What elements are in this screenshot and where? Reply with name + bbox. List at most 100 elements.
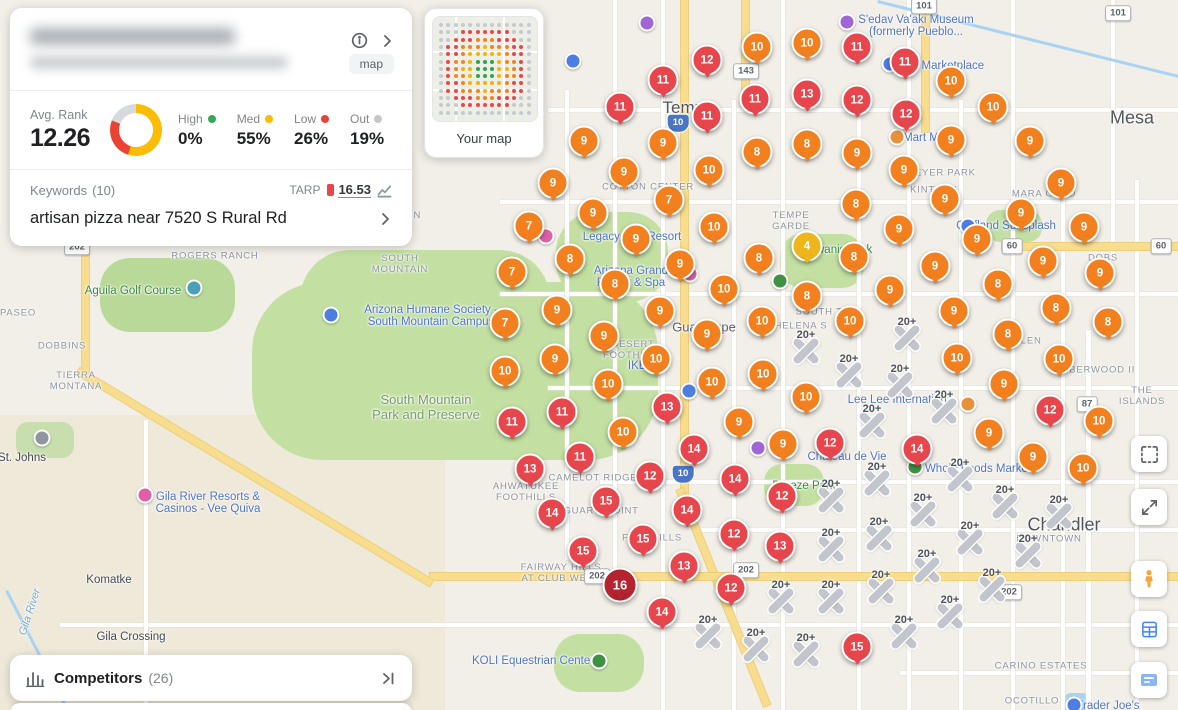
rank-pin[interactable]: 9 [938,295,970,327]
street-view-button[interactable] [1131,561,1167,597]
rank-pin-20plus[interactable]: 20+ [1013,533,1043,570]
rank-pin[interactable]: 9 [1068,211,1100,243]
rank-pin-20plus[interactable]: 20+ [912,548,942,585]
rank-pin[interactable]: 8 [838,241,870,273]
rank-pin-20plus[interactable]: 20+ [741,627,771,664]
rank-pin[interactable]: 9 [1084,257,1116,289]
rank-pin[interactable]: 7 [653,184,685,216]
rank-pin[interactable]: 9 [568,125,600,157]
competitors-expand-icon[interactable] [381,671,396,686]
rank-pin[interactable]: 9 [1027,245,1059,277]
rank-pin-20plus[interactable]: 20+ [816,527,846,564]
rank-pin[interactable]: 15 [841,631,873,663]
export-report-button[interactable] [1131,662,1167,698]
rank-pin[interactable]: 10 [489,355,521,387]
rank-pin[interactable]: 7 [513,210,545,242]
rank-pin[interactable]: 8 [791,128,823,160]
rank-pin-20plus[interactable]: 20+ [857,403,887,440]
rank-pin[interactable]: 9 [841,137,873,169]
rank-pin[interactable]: 8 [1040,292,1072,324]
rank-pin[interactable]: 8 [1092,306,1124,338]
rank-pin[interactable]: 9 [608,156,640,188]
rank-pin[interactable]: 8 [840,188,872,220]
rank-pin[interactable]: 11 [841,31,873,63]
rank-pin[interactable]: 9 [537,167,569,199]
rank-pin[interactable]: 9 [888,154,920,186]
rank-pin[interactable]: 14 [901,433,933,465]
rank-pin[interactable]: 9 [664,248,696,280]
rank-pin[interactable]: 9 [644,295,676,327]
rank-pin[interactable]: 10 [1083,405,1115,437]
rank-pin[interactable]: 9 [1005,197,1037,229]
rank-pin[interactable]: 12 [634,460,666,492]
rank-pin[interactable]: 9 [874,274,906,306]
rank-pin[interactable]: 11 [691,100,723,132]
rank-pin-20plus[interactable]: 20+ [693,614,723,651]
rank-pin-20plus[interactable]: 20+ [889,614,919,651]
rank-pin[interactable]: 14 [536,497,568,529]
rank-pin-20plus[interactable]: 20+ [935,594,965,631]
rank-pin[interactable]: 10 [693,154,725,186]
rank-pin[interactable]: 12 [1034,394,1066,426]
rank-pin[interactable]: 13 [668,550,700,582]
rank-pin[interactable]: 7 [496,256,528,288]
rank-pin-20plus[interactable]: 20+ [908,492,938,529]
rank-pin[interactable]: 12 [890,98,922,130]
rank-pin-20plus[interactable]: 20+ [866,569,896,606]
rank-pin-20plus[interactable]: 20+ [955,520,985,557]
rank-pin[interactable]: 9 [723,406,755,438]
rank-pin[interactable]: 9 [1014,125,1046,157]
rank-pin-20plus[interactable]: 20+ [885,363,915,400]
rank-pin[interactable]: 10 [941,342,973,374]
competitors-panel[interactable]: Competitors (26) [10,655,412,701]
rank-pin[interactable]: 10 [977,91,1009,123]
rank-pin[interactable]: 7 [489,307,521,339]
rank-pin-20plus[interactable]: 20+ [816,478,846,515]
rank-pin[interactable]: 12 [718,518,750,550]
rank-pin[interactable]: 9 [973,417,1005,449]
your-map-card[interactable]: Your map [424,8,544,158]
rank-pin[interactable]: 8 [982,268,1014,300]
rank-pin[interactable]: 9 [647,127,679,159]
rank-pin[interactable]: 8 [599,268,631,300]
rank-pin[interactable]: 11 [546,396,578,428]
rank-pin[interactable]: 12 [691,44,723,76]
rank-pin-20plus[interactable]: 20+ [977,567,1007,604]
rank-pin[interactable]: 9 [961,223,993,255]
rank-pin[interactable]: 11 [564,441,596,473]
rank-pin-20plus[interactable]: 20+ [864,516,894,553]
rank-pin[interactable]: 10 [1067,452,1099,484]
rank-pin[interactable]: 9 [620,223,652,255]
rank-pin[interactable]: 9 [588,320,620,352]
rank-pin[interactable]: 14 [671,494,703,526]
rank-pin-20plus[interactable]: 20+ [990,484,1020,521]
rank-pin[interactable]: 15 [567,535,599,567]
panel-expand-chevron-icon[interactable] [380,34,394,48]
tarp-chart-icon[interactable] [377,183,392,198]
rank-pin-20plus[interactable]: 20+ [862,461,892,498]
rank-pin[interactable]: 10 [790,381,822,413]
rank-pin[interactable]: 10 [741,31,773,63]
rank-pin[interactable]: 10 [592,368,624,400]
rank-pin[interactable]: 8 [741,136,773,168]
rank-pin[interactable]: 10 [607,416,639,448]
rank-pin[interactable]: 9 [929,183,961,215]
rank-pin[interactable]: 8 [791,280,823,312]
rank-pin[interactable]: 9 [919,250,951,282]
rank-pin[interactable]: 14 [719,463,751,495]
rank-pin[interactable]: 9 [767,428,799,460]
rank-pin[interactable]: 10 [1043,343,1075,375]
rank-pin[interactable]: 11 [889,46,921,78]
rank-pin[interactable]: 12 [766,480,798,512]
keyword-row[interactable]: artisan pizza near 7520 S Rural Rd [30,209,392,228]
rank-pin[interactable]: 15 [627,523,659,555]
rank-pin[interactable]: 14 [678,433,710,465]
rank-pin-20plus[interactable]: 20+ [1044,494,1074,531]
rank-pin[interactable]: 9 [988,368,1020,400]
rank-pin[interactable]: 11 [647,64,679,96]
rank-pin[interactable]: 15 [590,485,622,517]
rank-pin[interactable]: 4 [791,230,823,262]
tarp-value[interactable]: 16.53 [338,182,371,198]
rank-pin[interactable]: 9 [577,197,609,229]
rank-pin[interactable]: 10 [640,343,672,375]
